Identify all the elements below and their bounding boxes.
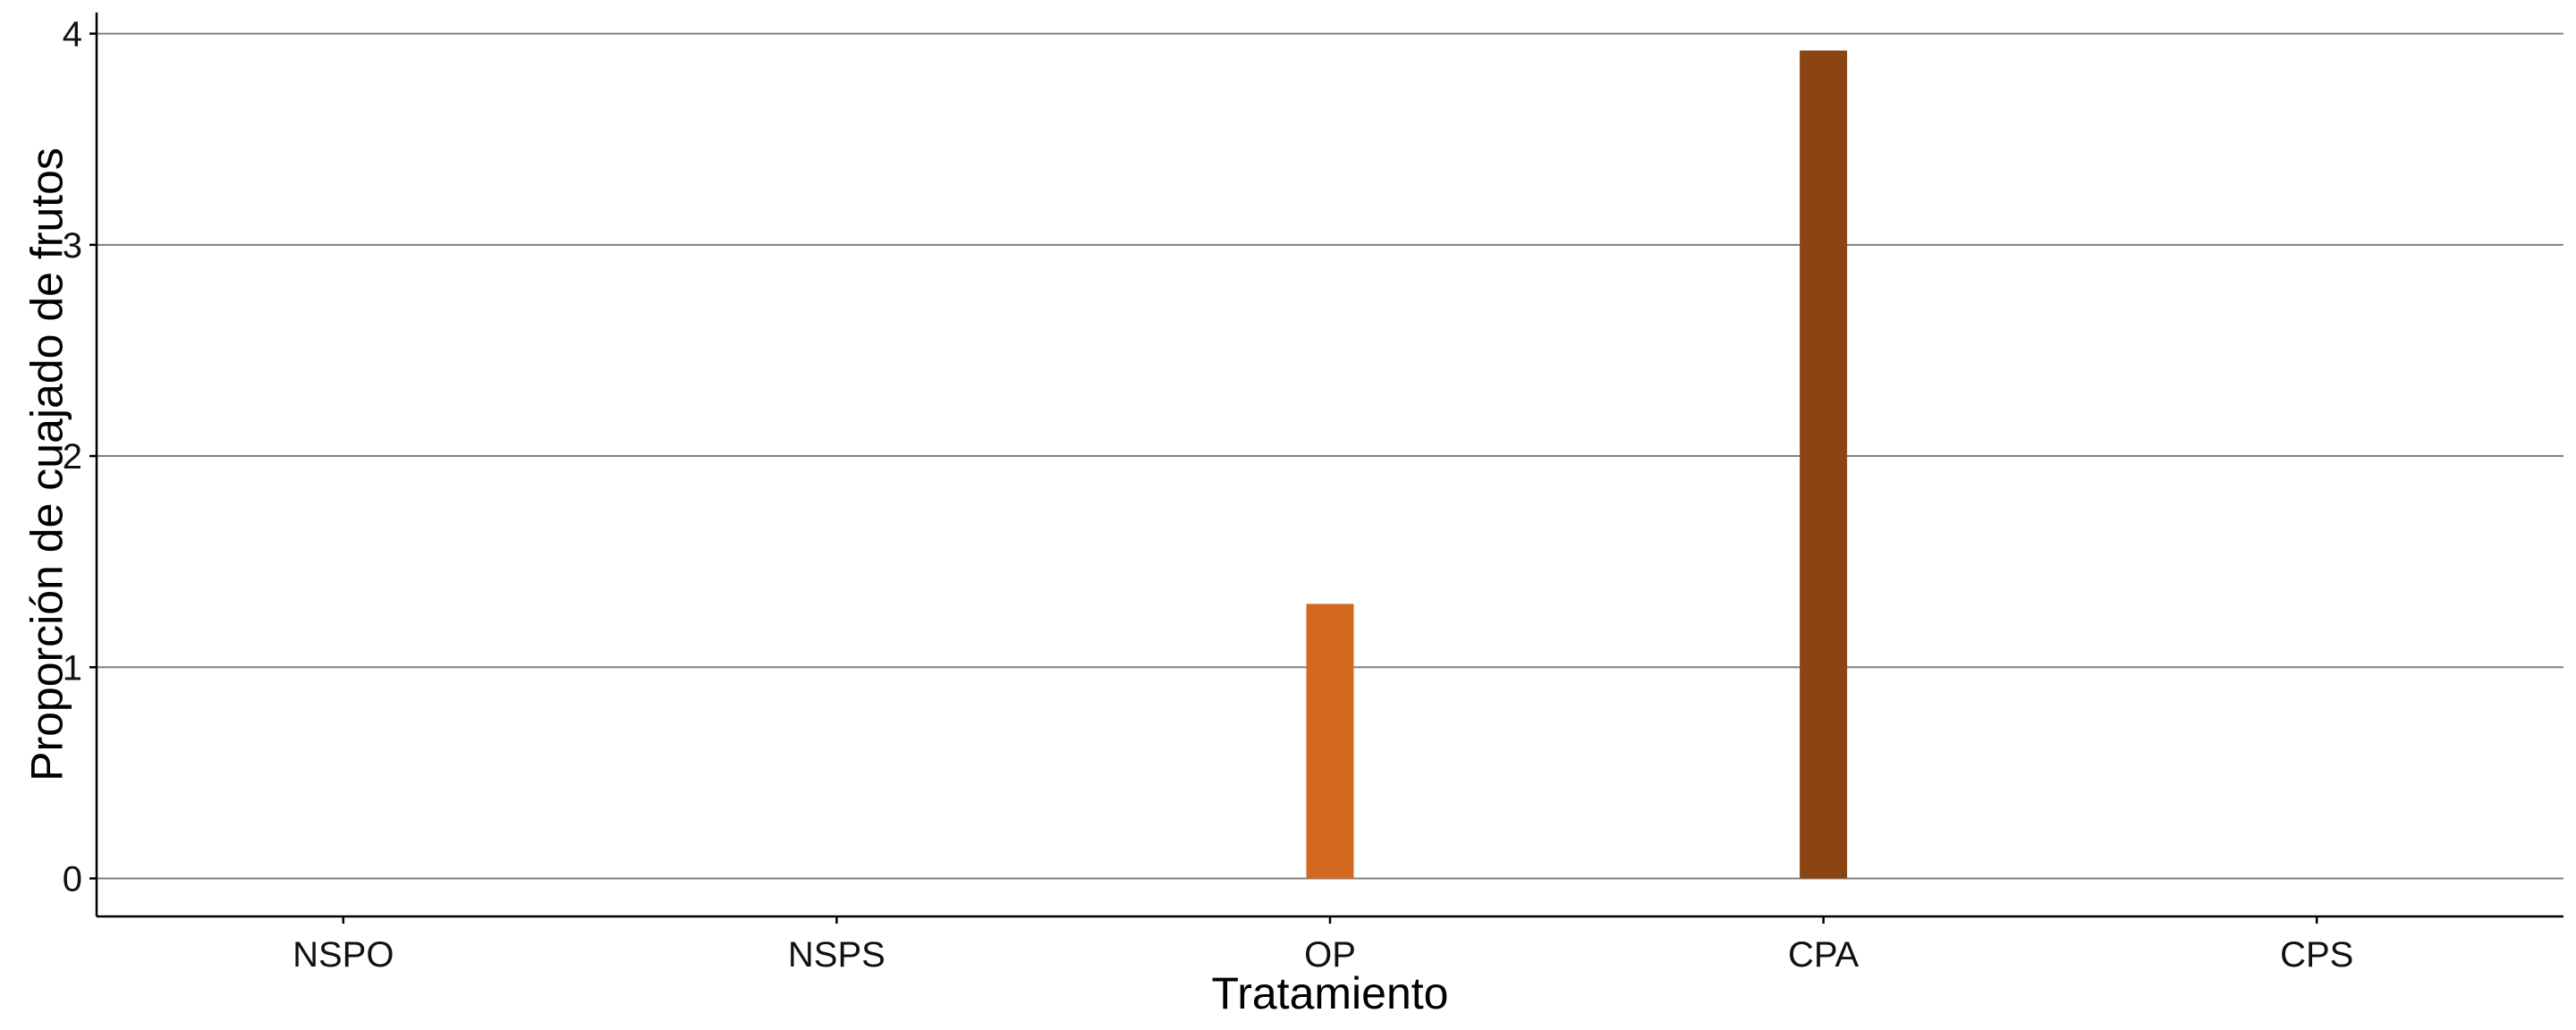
x-tick-labels: NSPO NSPS OP CPA CPS xyxy=(292,916,2353,975)
y-tick-label: 4 xyxy=(63,15,82,55)
y-tick-label: 2 xyxy=(63,437,82,477)
y-tick-label: 0 xyxy=(63,859,82,899)
y-tick-labels: 0 1 2 3 4 xyxy=(63,15,82,899)
bar-cpa xyxy=(1800,50,1848,879)
x-tick-label: OP xyxy=(1304,935,1356,975)
bars xyxy=(1306,50,1848,879)
x-tick-label: NSPS xyxy=(788,935,886,975)
y-tick-label: 3 xyxy=(63,226,82,266)
x-tick-label: CPA xyxy=(1788,935,1860,975)
x-tick-label: CPS xyxy=(2280,935,2353,975)
x-axis-title: Tratamiento xyxy=(1212,968,1449,1018)
bar-op xyxy=(1306,604,1354,879)
x-tick-label: NSPO xyxy=(292,935,394,975)
y-tick-label: 1 xyxy=(63,648,82,688)
y-axis-title: Proporción de cuajado de frutos xyxy=(22,148,72,781)
